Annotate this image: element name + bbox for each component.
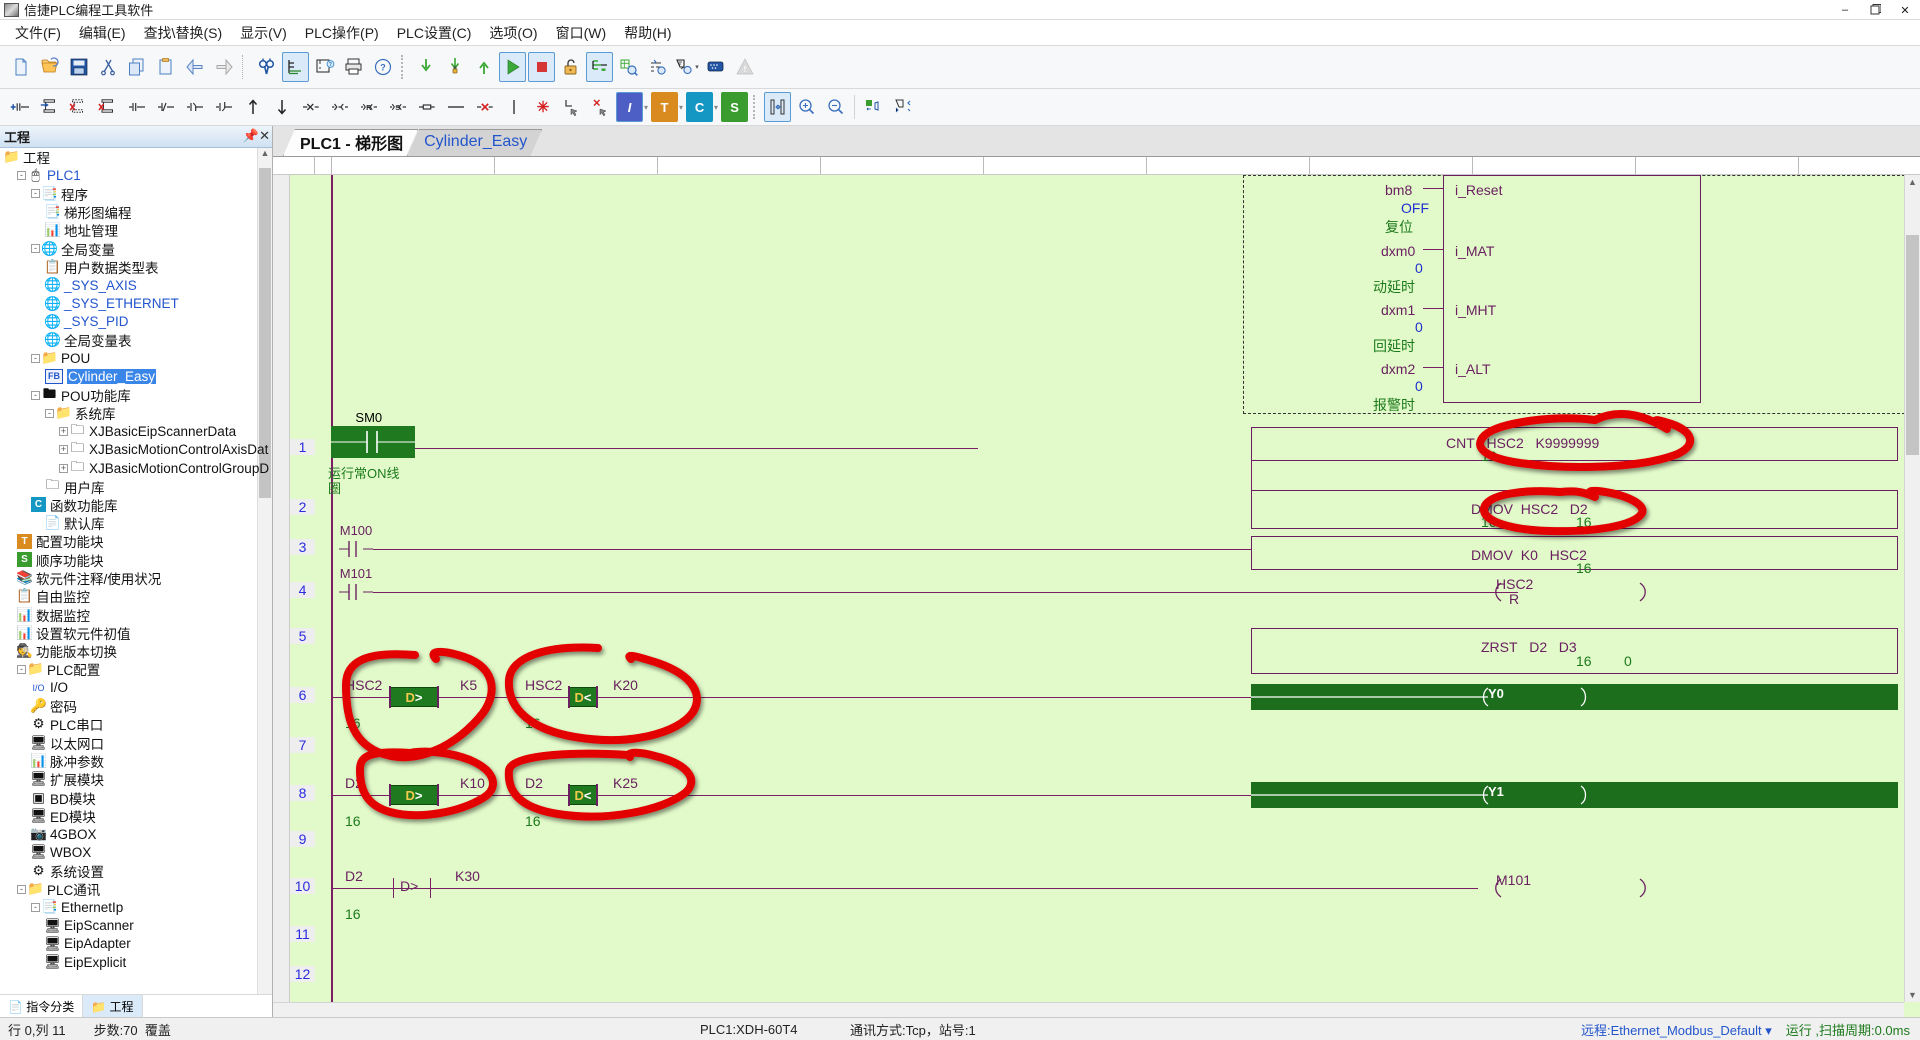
svg-text:!: ! (743, 65, 746, 74)
svg-text:?: ? (380, 63, 386, 73)
svg-text:?: ? (328, 62, 331, 68)
svg-text:✳: ✳ (536, 99, 549, 116)
